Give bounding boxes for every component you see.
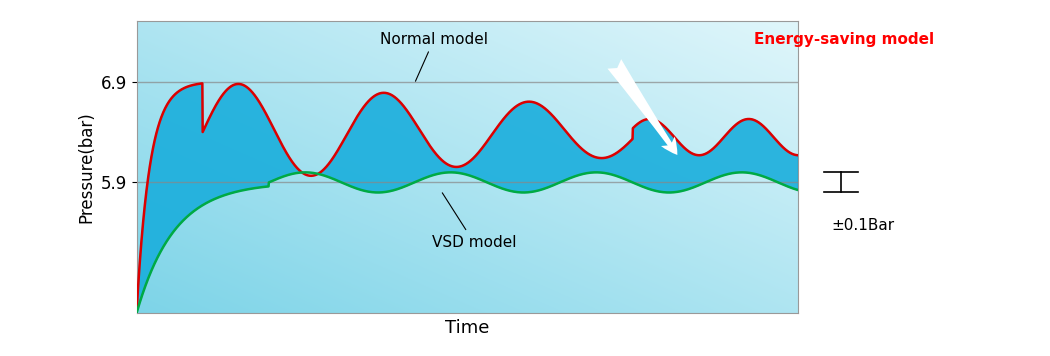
X-axis label: Time: Time	[445, 319, 489, 337]
Y-axis label: Pressure(bar): Pressure(bar)	[77, 111, 94, 223]
Text: Normal model: Normal model	[380, 32, 488, 81]
Text: Energy-saving model: Energy-saving model	[754, 32, 934, 47]
Text: VSD model: VSD model	[432, 193, 517, 250]
Text: ±0.1Bar: ±0.1Bar	[832, 218, 895, 233]
